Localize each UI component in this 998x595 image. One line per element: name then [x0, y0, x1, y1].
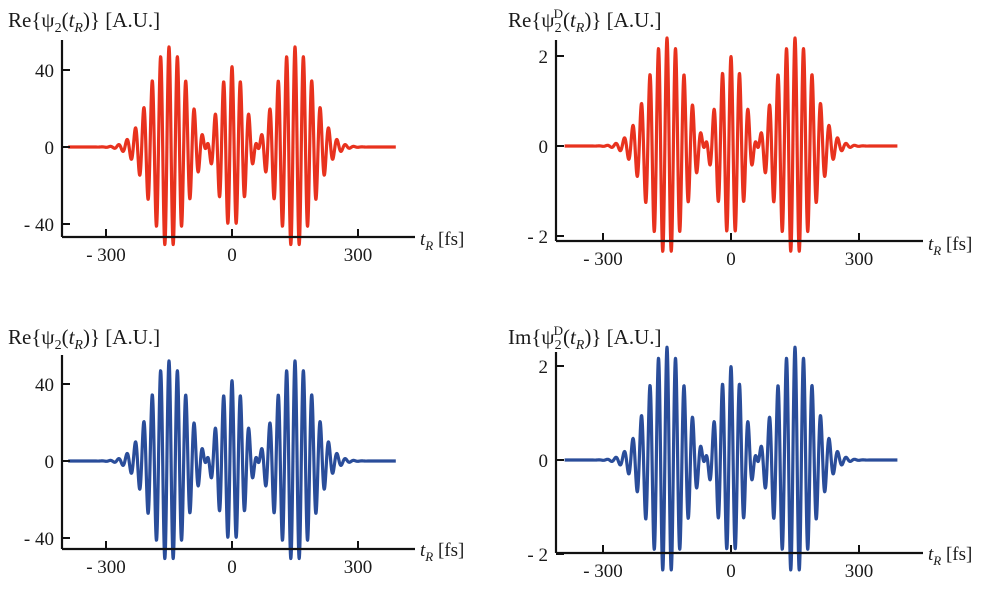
- chart-title: Re{ψ2(tR)} [A.U.]: [8, 325, 160, 353]
- series-line: [563, 36, 899, 253]
- series-line: [66, 45, 398, 247]
- x-tick-label: 0: [227, 557, 237, 578]
- x-axis-label: tR [fs]: [420, 229, 464, 253]
- chart-panel-top-left: - 300 0 300 - 40 0 40 Re{ψ2(tR)} [A.U.] tR [fs]: [8, 8, 464, 266]
- chart-title: Re{ψ2(tR)} [A.U.]: [8, 8, 160, 36]
- x-tick-label: 0: [726, 561, 736, 582]
- y-tick-label: 2: [539, 47, 549, 68]
- x-tick-label: - 300: [583, 249, 623, 270]
- x-tick-label: 300: [845, 249, 874, 270]
- x-axis-label: tR [fs]: [928, 544, 972, 568]
- y-tick-label: - 40: [24, 529, 54, 550]
- series-line: [66, 359, 398, 561]
- x-tick-label: 0: [227, 245, 237, 266]
- x-axis-label: tR [fs]: [928, 234, 972, 258]
- x-tick-label: - 300: [86, 557, 126, 578]
- y-tick-label: 40: [35, 61, 54, 82]
- y-tick-label: 0: [45, 452, 55, 473]
- x-tick-label: - 300: [86, 245, 126, 266]
- x-tick-label: 300: [344, 245, 373, 266]
- y-tick-label: 0: [539, 137, 549, 158]
- y-tick-label: - 2: [527, 227, 548, 248]
- chart-panel-bottom-left: - 300 0 300 - 40 0 40 Re{ψ2(tR)} [A.U.] tR [fs]: [8, 325, 464, 578]
- y-tick-label: - 40: [24, 215, 54, 236]
- x-axis-label: tR [fs]: [420, 540, 464, 564]
- y-tick-label: 0: [539, 451, 549, 472]
- x-tick-label: 300: [845, 561, 874, 582]
- y-tick-label: 40: [35, 375, 54, 396]
- series-line: [563, 345, 899, 572]
- x-tick-label: 300: [344, 557, 373, 578]
- chart-title: Im{ψ2D(tR)} [A.U.]: [508, 323, 662, 353]
- chart-panel-top-right: - 300 0 300 - 2 0 2 Re{ψ2D(tR)} [A.U.] tR [fs]: [508, 6, 972, 270]
- chart-title: Re{ψ2D(tR)} [A.U.]: [508, 6, 662, 36]
- x-tick-label: - 300: [583, 561, 623, 582]
- y-tick-label: 0: [45, 138, 55, 159]
- y-tick-label: 2: [539, 357, 549, 378]
- y-tick-label: - 2: [527, 545, 548, 566]
- chart-panel-bottom-right: - 300 0 300 - 2 0 2 Im{ψ2D(tR)} [A.U.] tR [fs]: [508, 323, 972, 582]
- x-tick-label: 0: [726, 249, 736, 270]
